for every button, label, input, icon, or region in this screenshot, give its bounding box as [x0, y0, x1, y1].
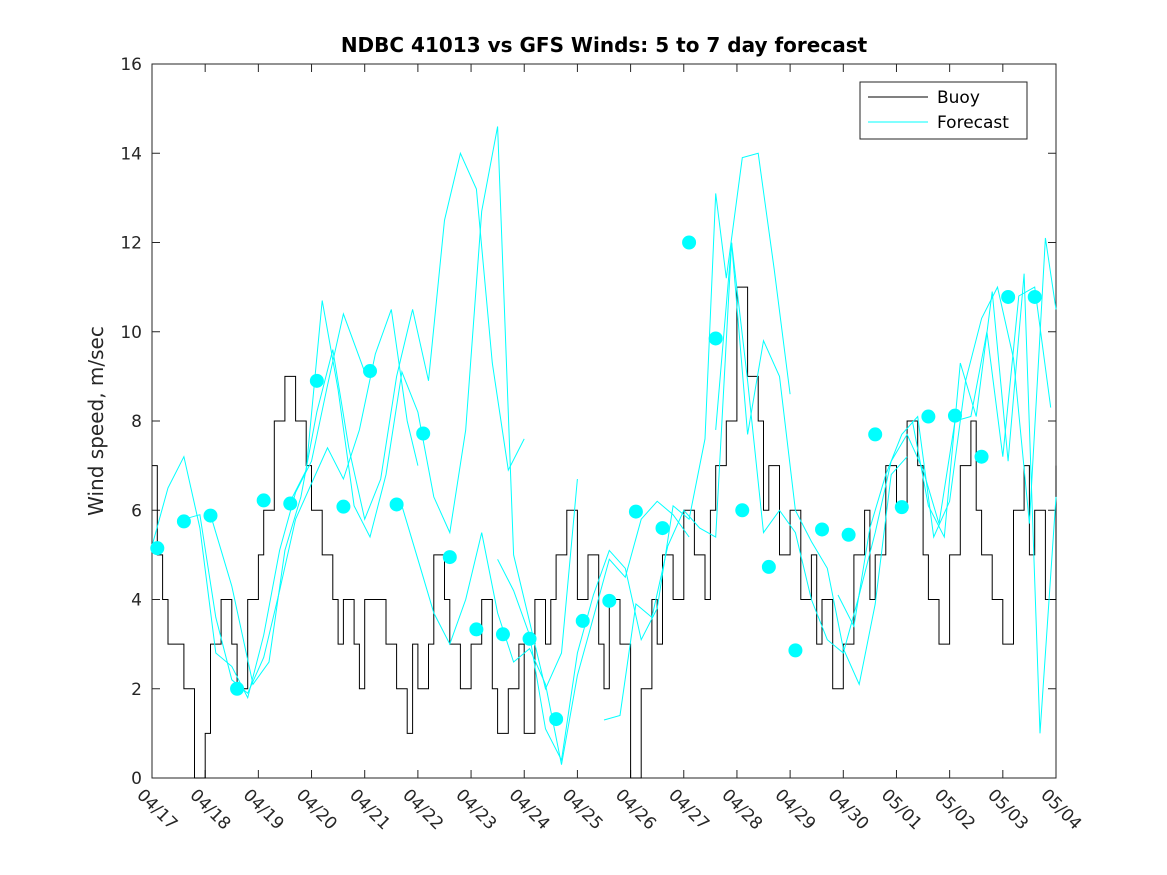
forecast-line: [151, 312, 366, 700]
buoy-line: [152, 286, 1057, 779]
forecast-marker: [655, 521, 670, 536]
forecast-line: [401, 500, 690, 765]
legend: Buoy Forecast: [859, 81, 1028, 140]
forecast-marker: [495, 627, 510, 642]
forecast-marker: [522, 631, 537, 646]
forecast-marker: [469, 622, 484, 637]
forecast-marker: [363, 364, 378, 379]
forecast-marker: [841, 527, 856, 542]
legend-label-buoy: Buoy: [937, 88, 980, 108]
forecast-marker: [815, 522, 830, 537]
forecast-marker: [894, 500, 909, 515]
buoy-series: [152, 286, 1057, 779]
y-tick-label: 12: [120, 234, 142, 254]
forecast-marker: [575, 613, 590, 628]
forecast-marker: [921, 409, 936, 424]
y-tick-label: 16: [120, 55, 142, 75]
y-tick-label: 0: [131, 769, 142, 789]
forecast-line: [289, 126, 578, 691]
forecast-marker: [1001, 289, 1016, 304]
forecast-line: [183, 309, 419, 695]
forecast-marker: [868, 427, 883, 442]
forecast-marker: [150, 541, 165, 556]
forecast-marker: [549, 712, 564, 727]
forecast-marker: [682, 235, 697, 250]
forecast-marker: [309, 373, 324, 388]
y-tick-label: 4: [131, 591, 142, 611]
forecast-line: [911, 273, 1057, 734]
forecast-line: [837, 237, 1057, 628]
y-tick-label: 2: [131, 680, 142, 700]
forecast-marker: [283, 496, 298, 511]
legend-label-forecast: Forecast: [937, 113, 1009, 133]
y-axis-label: Wind speed, m/sec: [84, 326, 108, 516]
forecast-markers: [150, 235, 1042, 727]
forecast-marker: [1027, 289, 1042, 304]
y-tick-label: 14: [120, 144, 142, 164]
forecast-marker: [602, 593, 617, 608]
forecast-marker: [336, 499, 351, 514]
forecast-marker: [416, 426, 431, 441]
forecast-marker: [203, 508, 218, 523]
forecast-marker: [761, 559, 776, 574]
legend-box: [859, 81, 1028, 140]
y-tick-label: 10: [120, 323, 142, 343]
y-axis: 0 2 4 6 8 10 12 14 16: [120, 55, 1056, 789]
forecast-marker: [442, 550, 457, 565]
forecast-line: [497, 152, 791, 762]
forecast-marker: [947, 408, 962, 423]
forecast-marker: [735, 503, 750, 518]
y-tick-label: 6: [131, 501, 142, 521]
forecast-marker: [256, 493, 271, 508]
forecast-line: [210, 151, 525, 686]
forecast-marker: [176, 514, 191, 529]
forecast-marker: [974, 449, 989, 464]
forecast-series: [151, 126, 1057, 765]
forecast-marker: [628, 504, 643, 519]
y-tick-label: 8: [131, 412, 142, 432]
forecast-marker: [230, 681, 245, 696]
forecast-marker: [788, 643, 803, 658]
forecast-marker: [389, 497, 404, 512]
chart-title: NDBC 41013 vs GFS Winds: 5 to 7 day fore…: [341, 33, 868, 57]
forecast-line: [603, 242, 908, 721]
forecast-line: [715, 242, 1052, 654]
forecast-marker: [708, 331, 723, 346]
